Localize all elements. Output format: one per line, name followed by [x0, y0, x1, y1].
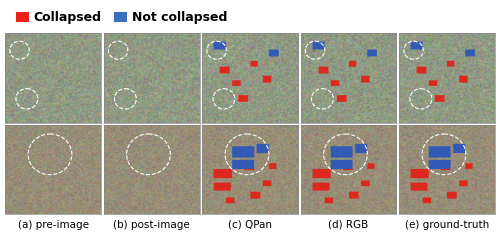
Text: (b) post-image: (b) post-image — [113, 220, 190, 230]
Text: (a) pre-image: (a) pre-image — [18, 220, 88, 230]
Text: (e) ground-truth: (e) ground-truth — [405, 220, 489, 230]
Text: (d) RGB: (d) RGB — [328, 220, 368, 230]
Text: (c) QPan: (c) QPan — [228, 220, 272, 230]
Legend: Collapsed, Not collapsed: Collapsed, Not collapsed — [11, 6, 232, 29]
